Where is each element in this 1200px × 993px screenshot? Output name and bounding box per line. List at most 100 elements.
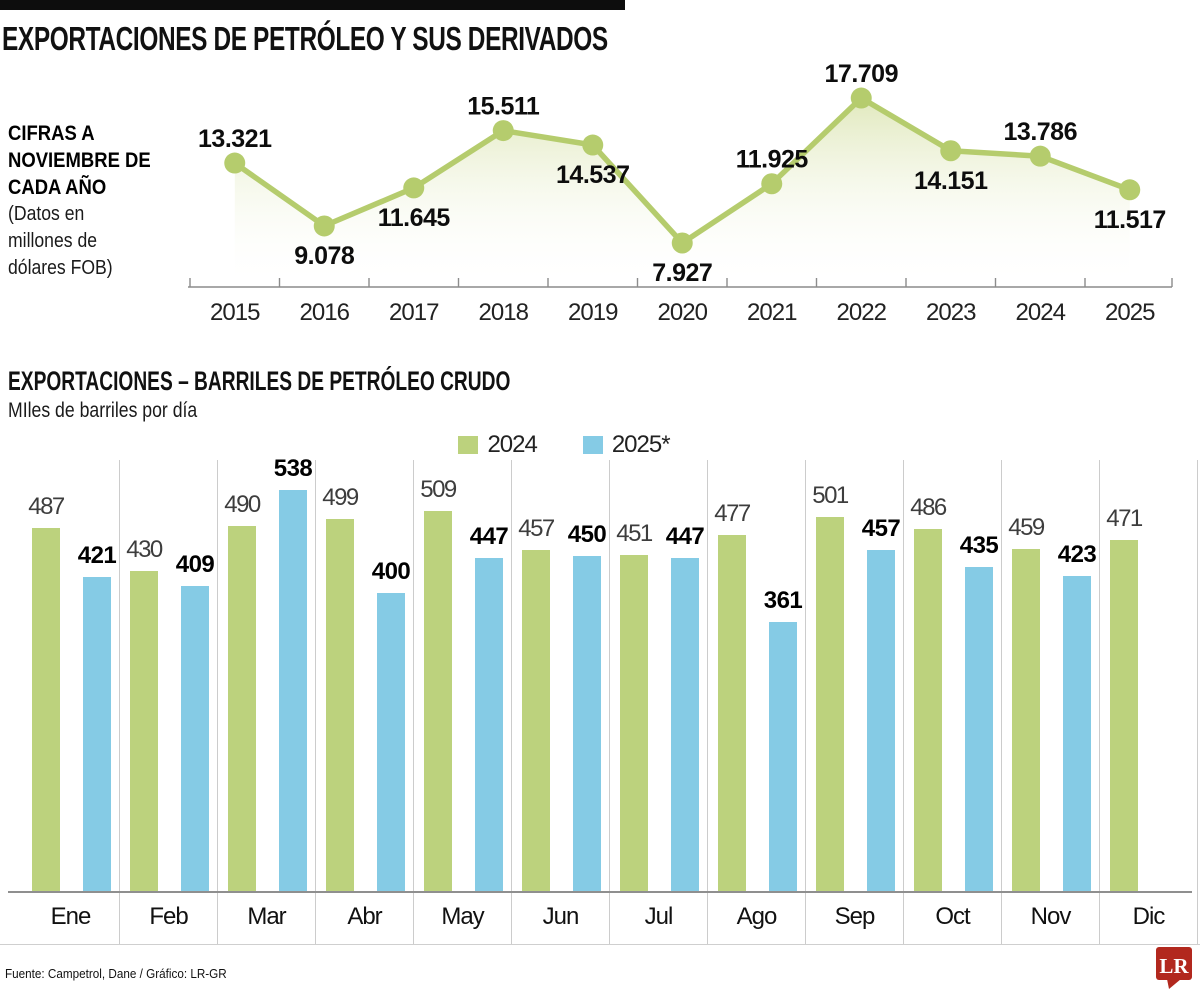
value-label-2025: 11.517	[1094, 206, 1166, 234]
data-point-2025	[1119, 179, 1141, 201]
bar-column-ago: 477 361 Ago	[708, 460, 806, 945]
data-point-2022	[850, 87, 872, 109]
bar-value-2024-may: 509	[420, 476, 457, 504]
value-label-2023: 14.151	[914, 167, 988, 195]
bar-2025-sep	[867, 550, 895, 893]
legend-item-2024: 2024	[458, 431, 538, 459]
legend-swatch-2025	[582, 436, 603, 454]
bar-2025-mar	[279, 489, 307, 893]
bar-value-2024-mar: 490	[224, 490, 261, 518]
bar-column-jun: 457 450 Jun	[512, 460, 610, 945]
x-tick-label-2021: 2021	[747, 299, 797, 326]
top-accent-bar	[0, 0, 625, 10]
value-label-2021: 11.925	[736, 146, 809, 174]
legend: 2024 2025*	[0, 431, 1200, 459]
bar-2024-oct	[914, 528, 942, 893]
bar-column-may: 509 447 May	[414, 460, 512, 945]
bar-2025-nov	[1063, 575, 1091, 893]
x-tick-label-2022: 2022	[837, 299, 887, 326]
x-tick-label-2020: 2020	[658, 299, 708, 326]
legend-item-2025: 2025*	[582, 431, 671, 459]
bar-value-2025-jul: 447	[665, 522, 705, 550]
value-label-2024: 13.786	[1004, 118, 1077, 146]
bar-value-2024-dic: 471	[1106, 504, 1143, 532]
bar-chart: 487 421 Ene 430 409 Feb 490 538 Mar 499 400 Abr 509 4…	[22, 455, 1198, 945]
note-line: millones de	[8, 230, 98, 252]
month-label-oct: Oct	[935, 903, 970, 930]
chart-bottom-rule	[0, 944, 1200, 945]
bar-2024-jul	[620, 554, 648, 893]
bar-column-feb: 430 409 Feb	[120, 460, 218, 945]
month-label-jun: Jun	[542, 903, 580, 930]
value-label-2018: 15.511	[467, 93, 540, 121]
x-tick-label-2016: 2016	[300, 299, 350, 326]
x-tick-label-2024: 2024	[1016, 299, 1066, 326]
bar-column-dic: 471 Dic	[1100, 460, 1198, 945]
area-fill	[234, 98, 1130, 287]
bar-value-2025-feb: 409	[175, 551, 215, 579]
source-text: Fuente: Campetrol, Dane / Gráfico: LR-GR	[5, 966, 227, 981]
bar-2025-ene	[83, 577, 111, 893]
bar-chart-title: EXPORTACIONES – BARRILES DE PETRÓLEO CRU…	[8, 366, 511, 396]
note-line: CADA AÑO	[8, 176, 107, 199]
bar-value-2024-feb: 430	[126, 535, 163, 563]
legend-label-2024: 2024	[487, 431, 537, 458]
bar-value-2024-abr: 499	[322, 483, 359, 511]
x-tick-label-2017: 2017	[389, 299, 439, 326]
data-point-2017	[403, 177, 425, 199]
bar-value-2025-jun: 450	[567, 520, 607, 548]
month-label-nov: Nov	[1030, 903, 1072, 930]
data-point-2018	[492, 120, 514, 142]
month-label-may: May	[441, 903, 484, 930]
bar-column-mar: 490 538 Mar	[218, 455, 316, 945]
data-point-2024	[1029, 145, 1051, 167]
legend-label-2025: 2025*	[611, 431, 671, 458]
bar-value-2025-abr: 400	[371, 558, 411, 585]
x-tick-label-2025: 2025	[1105, 299, 1155, 326]
bar-value-2025-ago: 361	[763, 587, 803, 615]
data-point-2021	[761, 173, 783, 195]
bar-value-2024-jun: 457	[518, 515, 555, 543]
bar-2025-oct	[965, 566, 993, 893]
bar-2024-nov	[1012, 548, 1040, 893]
logo-text: LR	[1159, 954, 1189, 978]
bar-2024-abr	[326, 518, 354, 893]
bar-2024-sep	[816, 517, 844, 893]
value-label-2015: 13.321	[198, 125, 272, 153]
data-point-2020	[671, 232, 693, 254]
month-label-mar: Mar	[247, 903, 286, 930]
bar-2024-jun	[522, 550, 550, 893]
bar-value-2025-mar: 538	[273, 454, 313, 482]
note-line: (Datos en	[8, 203, 85, 225]
bar-2024-ago	[718, 535, 746, 893]
bar-chart-subtitle: MIles de barriles por día	[8, 399, 198, 422]
month-label-sep: Sep	[834, 903, 876, 930]
month-label-dic: Dic	[1132, 903, 1166, 930]
data-point-2016	[313, 215, 335, 237]
note-line: CIFRAS A	[8, 122, 95, 145]
bar-value-2024-ago: 477	[714, 500, 751, 528]
bar-column-sep: 501 457 Sep	[806, 460, 904, 945]
month-label-ene: Ene	[50, 903, 92, 930]
bar-value-2024-jul: 451	[616, 519, 653, 547]
data-point-2015	[224, 152, 246, 174]
bar-column-abr: 499 400 Abr	[316, 460, 414, 945]
bar-2024-mar	[228, 525, 256, 893]
bar-column-ene: 487 421 Ene	[22, 460, 120, 945]
bar-column-oct: 486 435 Oct	[904, 460, 1002, 945]
month-label-feb: Feb	[149, 903, 188, 930]
data-point-2023	[940, 140, 962, 162]
bar-2025-abr	[377, 593, 405, 893]
bar-2025-jun	[573, 555, 601, 893]
x-tick-label-2018: 2018	[479, 299, 529, 326]
x-tick-label-2015: 2015	[210, 299, 260, 326]
logo-bubble	[1156, 947, 1192, 980]
value-label-2020: 7.927	[652, 259, 712, 287]
bar-2024-feb	[130, 570, 158, 893]
page-title: EXPORTACIONES DE PETRÓLEO Y SUS DERIVADO…	[2, 20, 608, 57]
bar-value-2025-ene: 421	[77, 542, 117, 570]
bar-value-2024-oct: 486	[910, 493, 947, 521]
x-axis-baseline	[8, 891, 1192, 893]
bar-column-jul: 451 447 Jul	[610, 460, 708, 945]
